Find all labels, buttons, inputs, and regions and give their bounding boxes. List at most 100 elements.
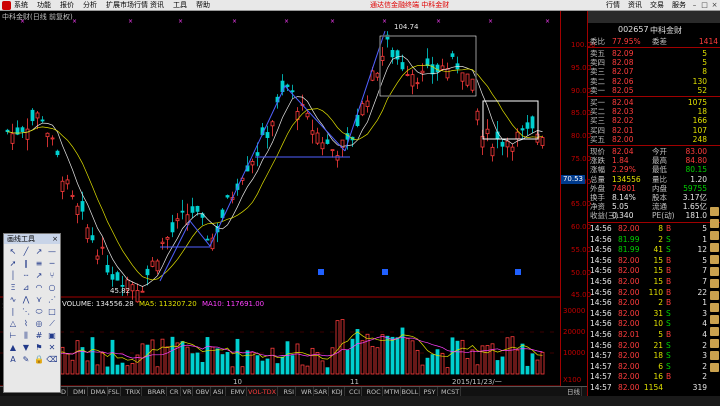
indicator-tab-emv[interactable]: EMV: [230, 387, 247, 397]
polyline-icon[interactable]: ⌇: [24, 319, 28, 328]
indicator-tab-roc[interactable]: ROC: [366, 387, 383, 397]
flag-icon[interactable]: ⚑: [35, 343, 43, 352]
price-line-icon[interactable]: ┄: [23, 271, 29, 280]
up-icon[interactable]: ▲: [9, 343, 17, 352]
triangle-icon[interactable]: △: [9, 319, 17, 328]
maximize-icon[interactable]: □: [701, 1, 708, 9]
menu-news[interactable]: 资讯: [150, 1, 164, 9]
mark-icon[interactable]: ✕: [48, 343, 56, 352]
period-icon[interactable]: ∣: [11, 307, 15, 316]
text-icon[interactable]: A: [10, 355, 16, 364]
indicator-tab-trix[interactable]: TRIX: [125, 387, 143, 397]
indicator-tab-wr[interactable]: WR: [301, 387, 314, 397]
cursor-icon[interactable]: ↖: [9, 247, 17, 256]
minimize-icon[interactable]: –: [692, 1, 697, 9]
side-tool-icon[interactable]: [710, 231, 719, 240]
zigzag-icon[interactable]: ⋀: [22, 295, 30, 304]
ray-icon[interactable]: ↗: [35, 247, 43, 256]
side-tool-icon[interactable]: [710, 219, 719, 228]
menu-function[interactable]: 功能: [37, 1, 51, 9]
indicator-tab-kdj[interactable]: KDJ: [331, 387, 345, 397]
bid-level-row[interactable]: 买二 82.03 18: [590, 107, 707, 117]
eraser-icon[interactable]: ✎: [22, 355, 30, 364]
indicator-tab-vol-tdx[interactable]: VOL-TDX: [248, 387, 279, 397]
indicator-tab-vr[interactable]: VR: [182, 387, 194, 397]
delete-icon[interactable]: ⌫: [46, 355, 58, 364]
side-tool-icon[interactable]: [710, 303, 719, 312]
indicator-tab-brar[interactable]: BRAR: [147, 387, 168, 397]
side-tool-icon[interactable]: [710, 339, 719, 348]
fibo-icon[interactable]: Ξ: [10, 283, 16, 292]
speed-icon[interactable]: ⋰: [48, 295, 56, 304]
ask-level-row[interactable]: 卖二 82.06 130: [590, 76, 707, 86]
ellipse-icon[interactable]: ⬭: [35, 307, 43, 316]
line-icon[interactable]: ╱: [23, 247, 29, 256]
menu-analysis[interactable]: 分析: [83, 1, 97, 9]
indicator-tab-cci[interactable]: CCI: [349, 387, 362, 397]
gann-icon[interactable]: ⊿: [22, 283, 30, 292]
menu-extended-market[interactable]: 扩展市场行情: [106, 1, 148, 9]
ask-level-row[interactable]: 卖一 82.05 52: [590, 85, 707, 95]
menu-quote[interactable]: 报价: [60, 1, 74, 9]
indicator-tab-psy[interactable]: PSY: [423, 387, 438, 397]
indicator-tab-sar[interactable]: SAR: [314, 387, 330, 397]
bid-level-row[interactable]: 买四 82.01 107: [590, 125, 707, 135]
tab-trade[interactable]: 交易: [650, 1, 664, 9]
close-icon[interactable]: ×: [52, 235, 58, 243]
wave-icon[interactable]: ∿: [9, 295, 17, 304]
indicator-tab-mcst[interactable]: MCST: [441, 387, 462, 397]
menu-system[interactable]: 系统: [14, 1, 28, 9]
menu-help[interactable]: 帮助: [196, 1, 210, 9]
side-tool-icon[interactable]: [710, 351, 719, 360]
indicator-tab-obv[interactable]: OBV: [195, 387, 212, 397]
side-tool-icon[interactable]: [710, 255, 719, 264]
arc-icon[interactable]: ◠: [35, 283, 43, 292]
side-tool-icon[interactable]: [710, 315, 719, 324]
bid-level-row[interactable]: 买一 82.04 1075: [590, 98, 707, 107]
lock-icon[interactable]: 🔒: [34, 355, 44, 364]
vline-icon[interactable]: │: [10, 271, 16, 280]
close-icon[interactable]: ×: [711, 1, 718, 9]
ruler-icon[interactable]: ⊢: [9, 331, 17, 340]
ask-level-row[interactable]: 卖五 82.09 5: [590, 49, 707, 58]
indicator-tab-dmi[interactable]: DMI: [73, 387, 88, 397]
parallel-icon[interactable]: ∥: [24, 259, 28, 268]
side-tool-icon[interactable]: [710, 243, 719, 252]
side-tool-icon[interactable]: [710, 279, 719, 288]
indicator-tab-fsl[interactable]: FSL: [108, 387, 122, 397]
cycle-icon[interactable]: ◎: [35, 319, 43, 328]
candlestick-chart[interactable]: ×××××××××××104.7445.8210112015/11/23/一13…: [0, 11, 560, 386]
trend-icon[interactable]: ↗: [35, 271, 43, 280]
side-tool-icon[interactable]: [710, 207, 719, 216]
rect-icon[interactable]: □: [48, 307, 56, 316]
box-icon[interactable]: ▣: [48, 331, 56, 340]
drawing-tools-panel[interactable]: 画线工具 × ↖ ╱ ↗ — ➚ ∥ ≡ ─ │ ┄ ↗ ⑂ Ξ ⊿ ◠ ○ ∿ ⋀ ⋎ ⋰ ∣ ⋱ ⬭ □ △ ⌇ ◎ ⟋ ⊢ ⫼ # ▣ ▲…: [3, 233, 61, 393]
regression-icon[interactable]: ⟋: [49, 319, 55, 328]
indicator-tab-mtm[interactable]: MTM: [384, 387, 402, 397]
bars-icon[interactable]: ⫼: [24, 331, 28, 340]
channel-icon[interactable]: ≡: [35, 259, 43, 268]
circle-icon[interactable]: ○: [48, 283, 56, 292]
indicator-tab-d[interactable]: D: [61, 387, 69, 397]
fan-icon[interactable]: ⋱: [22, 307, 30, 316]
indicator-tab-rsi[interactable]: RSI: [283, 387, 297, 397]
segment-icon[interactable]: —: [48, 247, 56, 256]
menu-tools[interactable]: 工具: [173, 1, 187, 9]
grid-icon[interactable]: #: [35, 331, 43, 340]
indicator-tab-cr[interactable]: CR: [169, 387, 181, 397]
bid-level-row[interactable]: 买三 82.02 166: [590, 116, 707, 126]
indicator-tab-boll[interactable]: BOLL: [401, 387, 421, 397]
side-tool-icon[interactable]: [710, 327, 719, 336]
arrow-icon[interactable]: ➚: [9, 259, 17, 268]
side-tool-icon[interactable]: [710, 363, 719, 372]
bid-level-row[interactable]: 买五 82.00 248: [590, 134, 707, 144]
fork-icon[interactable]: ⑂: [49, 271, 55, 280]
tab-quotes[interactable]: 行情: [606, 1, 620, 9]
pitch-icon[interactable]: ⋎: [36, 295, 42, 304]
tab-news[interactable]: 资讯: [628, 1, 642, 9]
side-tool-icon[interactable]: [710, 267, 719, 276]
indicator-tab-dma[interactable]: DMA: [90, 387, 108, 397]
down-icon[interactable]: ▼: [22, 343, 30, 352]
hline-icon[interactable]: ─: [49, 259, 55, 268]
tab-service[interactable]: 服务: [672, 1, 686, 9]
